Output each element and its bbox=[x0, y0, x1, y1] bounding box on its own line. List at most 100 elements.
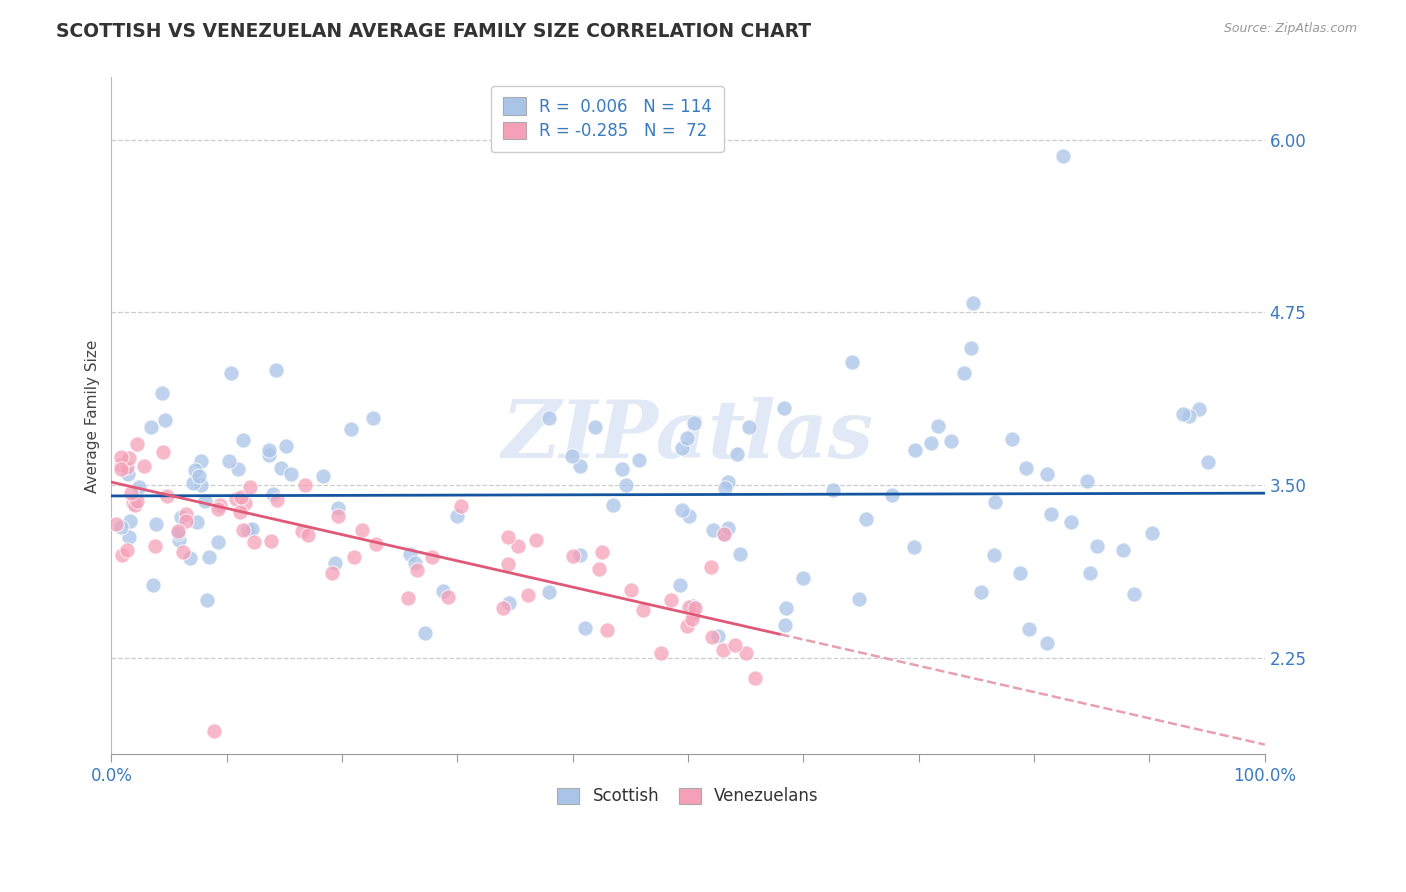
Point bbox=[361, 410, 384, 425]
Point bbox=[111, 548, 134, 562]
Point bbox=[1015, 461, 1038, 475]
Point bbox=[702, 523, 724, 537]
Point bbox=[167, 524, 190, 538]
Point bbox=[792, 571, 814, 585]
Point bbox=[1188, 402, 1211, 417]
Point bbox=[236, 523, 259, 537]
Point bbox=[841, 355, 863, 369]
Point bbox=[323, 556, 346, 570]
Point bbox=[240, 522, 263, 536]
Point bbox=[1112, 542, 1135, 557]
Point bbox=[1076, 474, 1098, 488]
Point bbox=[232, 433, 254, 447]
Point bbox=[569, 459, 592, 474]
Point bbox=[132, 459, 155, 474]
Point bbox=[880, 488, 903, 502]
Point bbox=[229, 505, 252, 519]
Point bbox=[186, 515, 208, 529]
Point bbox=[671, 441, 693, 455]
Point bbox=[631, 603, 654, 617]
Point bbox=[190, 454, 212, 468]
Point bbox=[169, 533, 191, 548]
Point bbox=[537, 585, 560, 599]
Point bbox=[738, 420, 761, 434]
Point bbox=[903, 540, 925, 554]
Point bbox=[450, 499, 472, 513]
Point bbox=[233, 496, 256, 510]
Point bbox=[517, 589, 540, 603]
Point bbox=[198, 549, 221, 564]
Point bbox=[207, 502, 229, 516]
Point bbox=[152, 444, 174, 458]
Point bbox=[110, 462, 132, 476]
Point bbox=[496, 558, 519, 572]
Point bbox=[297, 528, 319, 542]
Point bbox=[583, 420, 606, 434]
Point bbox=[1039, 508, 1062, 522]
Point bbox=[125, 493, 148, 508]
Point bbox=[156, 489, 179, 503]
Point bbox=[675, 619, 697, 633]
Point bbox=[724, 638, 747, 652]
Point bbox=[321, 566, 343, 581]
Text: SCOTTISH VS VENEZUELAN AVERAGE FAMILY SIZE CORRELATION CHART: SCOTTISH VS VENEZUELAN AVERAGE FAMILY SI… bbox=[56, 22, 811, 41]
Point bbox=[115, 543, 138, 558]
Point bbox=[218, 454, 240, 468]
Point bbox=[773, 617, 796, 632]
Point bbox=[904, 443, 927, 458]
Point bbox=[194, 494, 217, 508]
Point bbox=[614, 478, 637, 492]
Point bbox=[775, 600, 797, 615]
Point bbox=[538, 411, 561, 425]
Point bbox=[1052, 149, 1074, 163]
Point bbox=[181, 475, 204, 490]
Point bbox=[176, 508, 198, 522]
Point bbox=[735, 646, 758, 660]
Point bbox=[120, 486, 142, 500]
Point bbox=[728, 547, 751, 561]
Point bbox=[1140, 525, 1163, 540]
Point bbox=[117, 467, 139, 482]
Point bbox=[668, 578, 690, 592]
Point bbox=[659, 593, 682, 607]
Point bbox=[124, 498, 146, 512]
Point bbox=[702, 630, 724, 644]
Point bbox=[562, 549, 585, 563]
Point bbox=[118, 514, 141, 528]
Point bbox=[506, 539, 529, 553]
Point bbox=[650, 646, 672, 660]
Point bbox=[219, 366, 242, 380]
Point bbox=[707, 629, 730, 643]
Point bbox=[591, 544, 613, 558]
Point bbox=[195, 592, 218, 607]
Point bbox=[262, 487, 284, 501]
Point bbox=[184, 463, 207, 477]
Point bbox=[404, 557, 426, 571]
Y-axis label: Average Family Size: Average Family Size bbox=[86, 339, 100, 492]
Point bbox=[848, 592, 870, 607]
Point bbox=[117, 460, 139, 475]
Point bbox=[1059, 515, 1081, 529]
Point bbox=[498, 597, 520, 611]
Point bbox=[1010, 566, 1032, 581]
Point bbox=[188, 468, 211, 483]
Point bbox=[717, 475, 740, 489]
Point bbox=[682, 599, 704, 614]
Point bbox=[174, 514, 197, 528]
Point bbox=[312, 469, 335, 483]
Point bbox=[364, 537, 387, 551]
Point bbox=[681, 612, 703, 626]
Point bbox=[855, 511, 877, 525]
Point bbox=[524, 533, 547, 547]
Point bbox=[711, 643, 734, 657]
Point bbox=[259, 448, 281, 462]
Point bbox=[225, 491, 247, 506]
Point bbox=[270, 460, 292, 475]
Point bbox=[682, 416, 704, 430]
Point bbox=[744, 672, 766, 686]
Point bbox=[232, 523, 254, 537]
Point bbox=[1036, 467, 1059, 482]
Point bbox=[717, 521, 740, 535]
Point bbox=[1122, 587, 1144, 601]
Point bbox=[208, 498, 231, 512]
